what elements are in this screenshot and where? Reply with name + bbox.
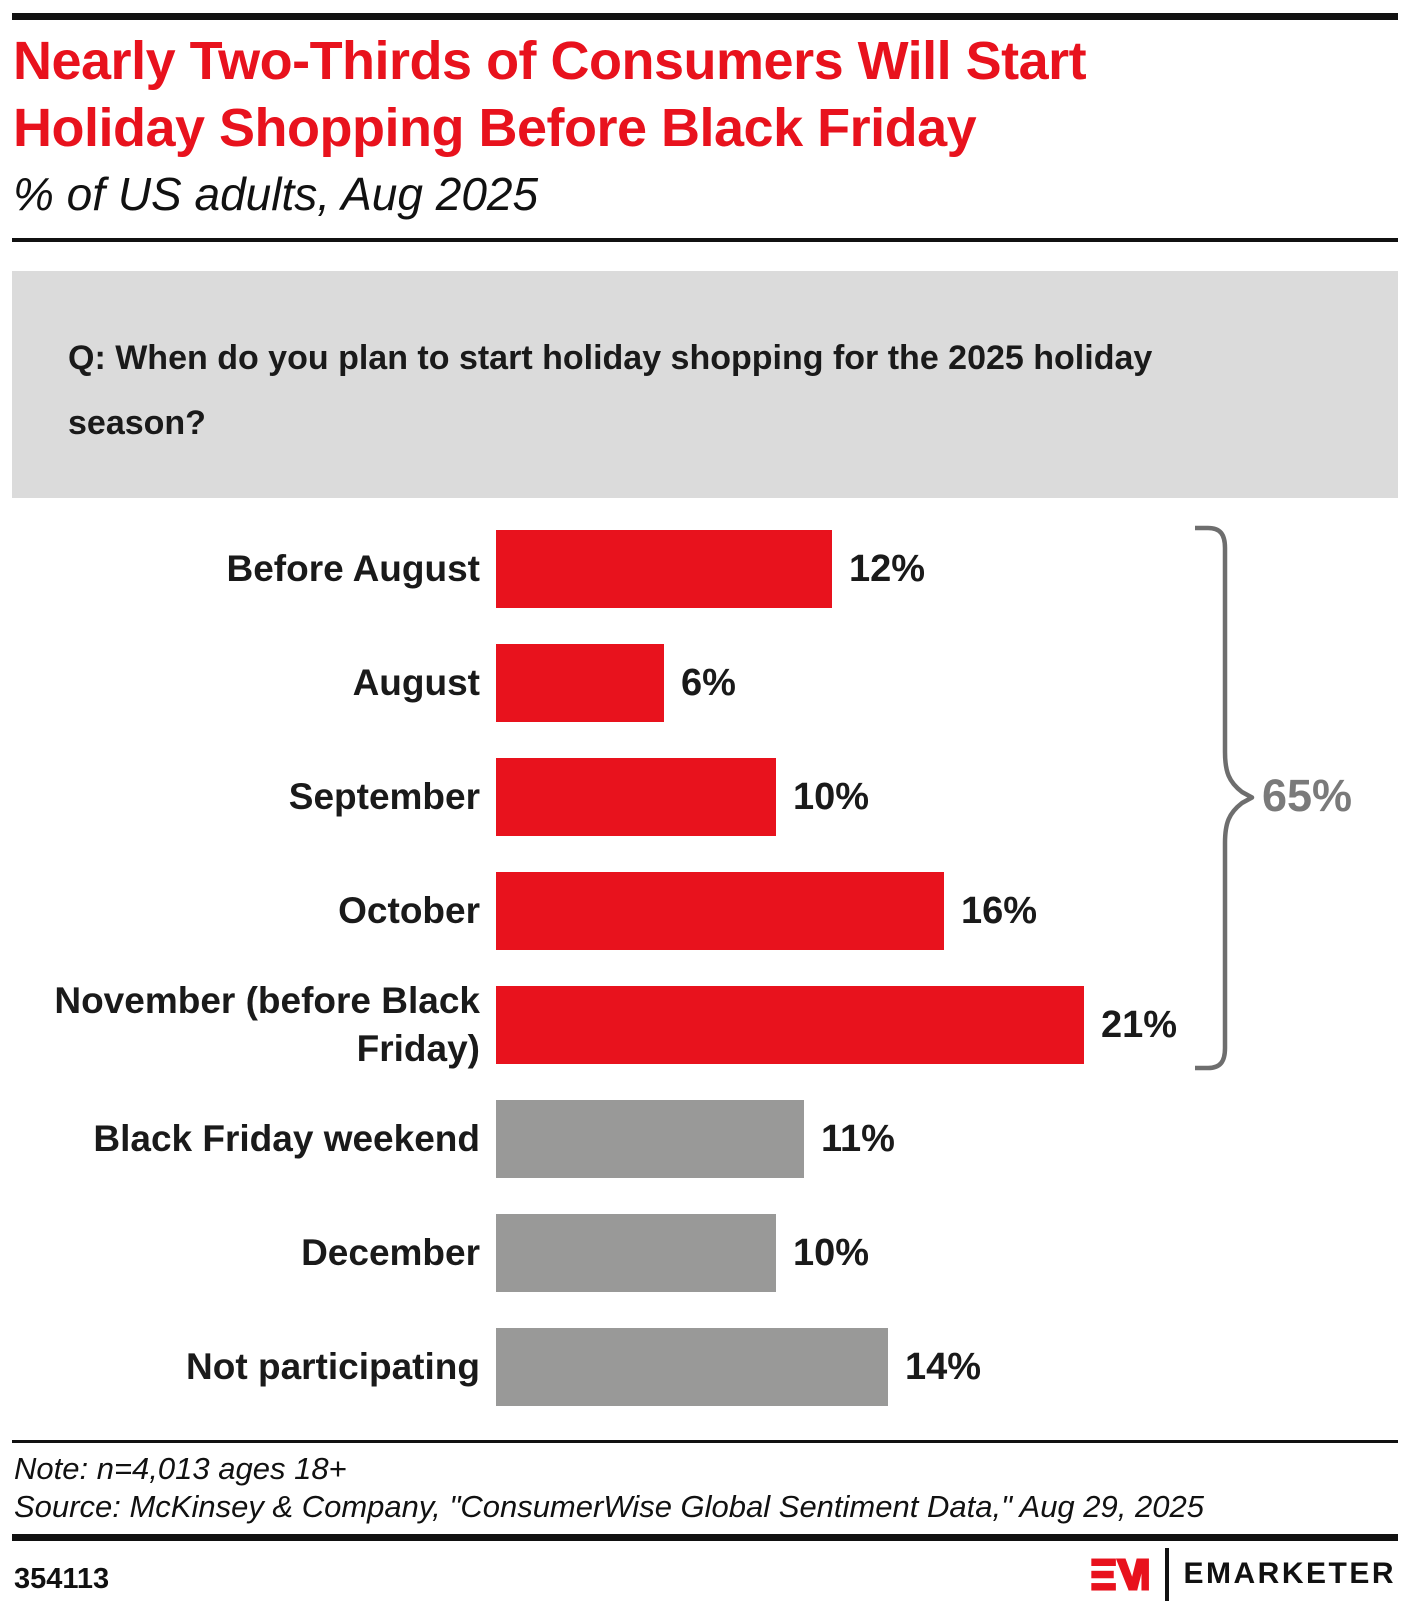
chart-row: Black Friday weekend 11% <box>0 1082 1410 1196</box>
value-label: 6% <box>681 661 736 704</box>
value-label: 12% <box>849 547 926 590</box>
top-accent-bar <box>12 13 1398 20</box>
page-subtitle: % of US adults, Aug 2025 <box>13 168 539 220</box>
bar <box>496 986 1084 1064</box>
chart-row: September 10% <box>0 740 1410 854</box>
category-label: Not participating <box>186 1346 480 1387</box>
chart-row: August 6% <box>0 626 1410 740</box>
chart-id: 354113 <box>14 1563 110 1595</box>
category-label: October <box>338 890 480 931</box>
bar <box>496 1328 888 1406</box>
category-label: Before August <box>226 548 480 589</box>
value-label: 10% <box>793 1231 870 1274</box>
em-logo-icon <box>1091 1558 1150 1591</box>
value-label: 21% <box>1101 1003 1178 1046</box>
page-title-line-1: Nearly Two-Thirds of Consumers Will Star… <box>13 31 1087 91</box>
chart-row: Before August 12% <box>0 512 1410 626</box>
category-label: Black Friday weekend <box>93 1118 480 1159</box>
page-title: Nearly Two-Thirds of Consumers Will Star… <box>13 28 1403 162</box>
page-title-line-2: Holiday Shopping Before Black Friday <box>13 98 977 158</box>
footer-divider-bottom <box>12 1534 1398 1541</box>
value-label: 11% <box>821 1117 895 1160</box>
chart-row: November (before Black Friday) 21% <box>0 968 1410 1082</box>
value-label: 16% <box>961 889 1038 932</box>
chart-row: Not participating 14% <box>0 1310 1410 1424</box>
value-label: 10% <box>793 775 870 818</box>
footer-divider-top <box>12 1440 1398 1443</box>
note-text: Note: n=4,013 ages 18+ <box>14 1451 347 1486</box>
bar <box>496 872 944 950</box>
logo-separator <box>1165 1547 1170 1601</box>
chart-row: December 10% <box>0 1196 1410 1310</box>
question-text: Q: When do you plan to start holiday sho… <box>68 339 1153 442</box>
question-box: Q: When do you plan to start holiday sho… <box>12 271 1398 498</box>
brace-annotation-value: 65% <box>1262 770 1353 821</box>
header-divider <box>12 238 1398 242</box>
bar-chart: Before August 12% August 6% September 10… <box>0 512 1410 1424</box>
bar <box>496 758 776 836</box>
category-label: November (before Black Friday) <box>54 980 480 1069</box>
category-label: September <box>288 776 480 817</box>
bar <box>496 644 664 722</box>
brand-name: EMARKETER <box>1183 1557 1396 1590</box>
brace-icon <box>1195 525 1255 1071</box>
bar <box>496 1100 804 1178</box>
brand-logo: EMARKETER <box>1086 1547 1396 1601</box>
bar <box>496 530 832 608</box>
category-label: August <box>352 662 480 703</box>
chart-row: October 16% <box>0 854 1410 968</box>
category-label: December <box>301 1232 480 1273</box>
source-text: Source: McKinsey & Company, "ConsumerWis… <box>14 1489 1204 1524</box>
value-label: 14% <box>905 1345 982 1388</box>
bar <box>496 1214 776 1292</box>
